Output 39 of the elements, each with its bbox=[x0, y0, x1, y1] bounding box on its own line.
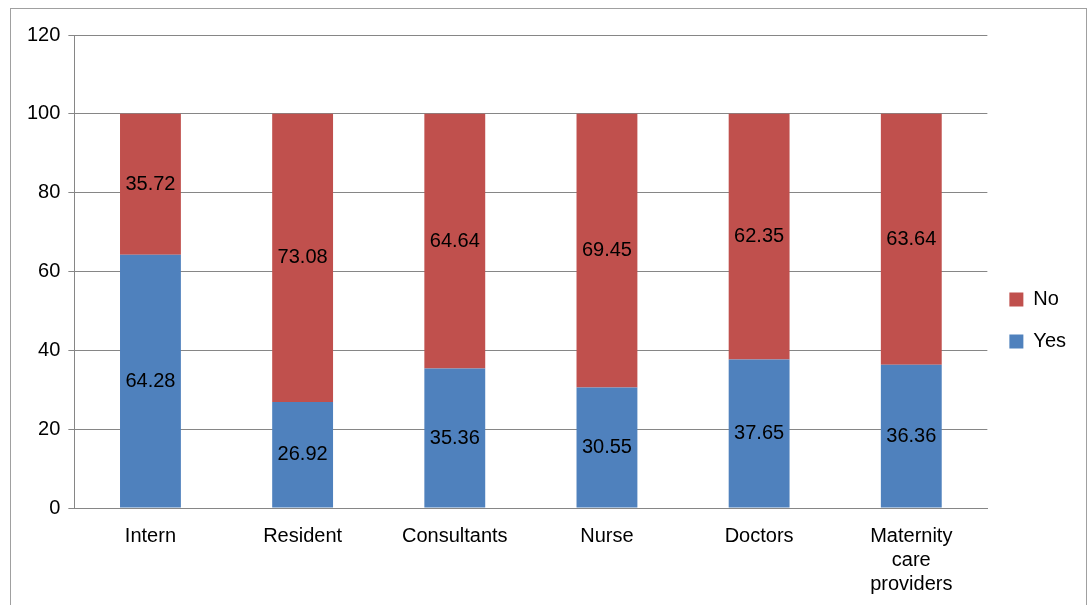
bar bbox=[272, 401, 334, 508]
legend-label: No bbox=[1033, 287, 1059, 310]
data-label: 64.28 bbox=[125, 368, 176, 391]
y-tick-label: 100 bbox=[26, 101, 61, 124]
x-tick-label: Doctors bbox=[724, 523, 794, 546]
x-tick-label: Maternity care providers bbox=[870, 523, 953, 594]
bar bbox=[424, 113, 486, 369]
x-tick-label: Consultants bbox=[401, 523, 508, 546]
y-tick-label: 40 bbox=[38, 337, 61, 360]
data-label: 73.08 bbox=[277, 245, 328, 268]
bar bbox=[424, 368, 486, 508]
data-label: 35.36 bbox=[429, 425, 480, 448]
data-label: 69.45 bbox=[581, 238, 632, 261]
data-label: 37.65 bbox=[734, 421, 785, 444]
data-label: 35.72 bbox=[125, 171, 176, 194]
data-label: 36.36 bbox=[886, 423, 937, 446]
data-label: 64.64 bbox=[429, 228, 480, 251]
bar bbox=[272, 113, 334, 402]
y-tick-label: 20 bbox=[38, 416, 61, 439]
bar bbox=[120, 254, 181, 508]
bar bbox=[880, 113, 942, 365]
y-tick-label: 80 bbox=[38, 180, 61, 203]
bar bbox=[728, 113, 790, 360]
bar bbox=[120, 113, 181, 255]
bar bbox=[576, 387, 638, 508]
y-tick-label: 0 bbox=[49, 495, 61, 518]
y-tick-label: 60 bbox=[38, 259, 61, 282]
bar bbox=[576, 113, 638, 388]
data-label: 63.64 bbox=[886, 226, 937, 249]
x-tick-label: Nurse bbox=[580, 523, 634, 546]
data-label: 26.92 bbox=[277, 442, 328, 465]
legend-label: Yes bbox=[1033, 329, 1067, 352]
bar bbox=[728, 359, 790, 508]
x-tick-label: Intern bbox=[124, 523, 177, 546]
y-tick-label: 120 bbox=[26, 22, 61, 45]
bar bbox=[880, 364, 942, 508]
x-tick-label: Resident bbox=[263, 523, 343, 546]
data-label: 30.55 bbox=[581, 435, 632, 458]
data-label: 62.35 bbox=[734, 224, 785, 247]
